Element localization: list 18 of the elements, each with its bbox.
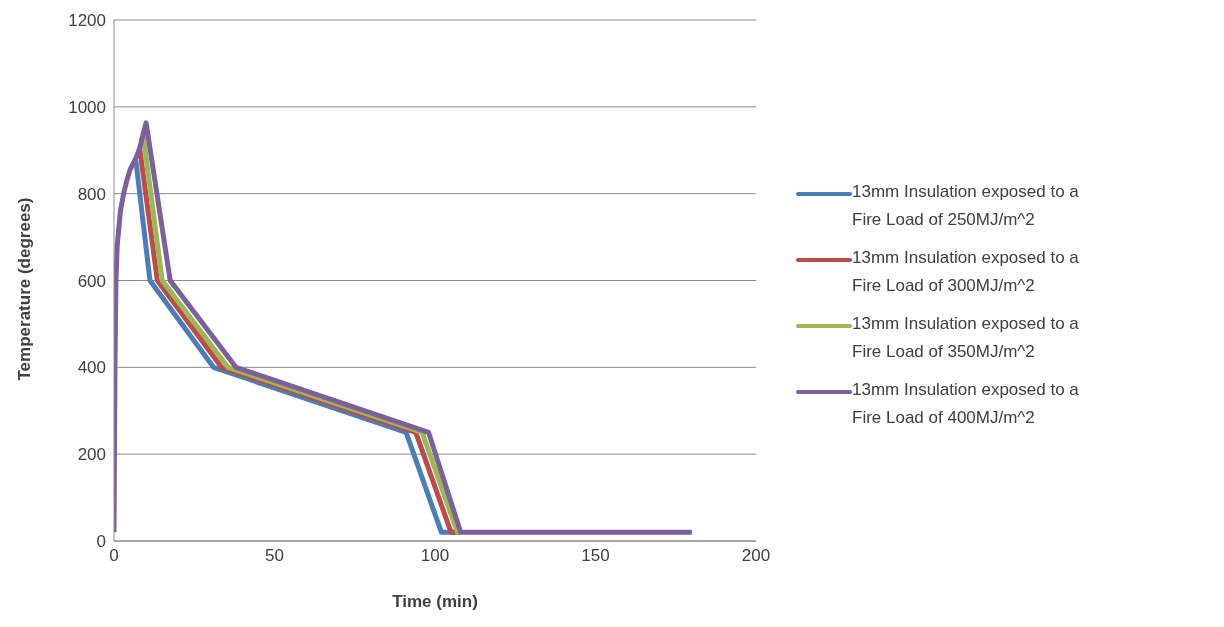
y-tick-label: 200 xyxy=(77,445,106,465)
legend-label: 13mm Insulation exposed to a Fire Load of 250MJ/m^2 xyxy=(852,180,1080,231)
y-tick-label: 400 xyxy=(77,358,106,378)
y-tick-label: 800 xyxy=(77,184,106,204)
x-axis-title: Time (min) xyxy=(392,592,478,611)
y-tick-label: 1200 xyxy=(68,11,106,31)
y-tick-label: 1000 xyxy=(68,97,106,117)
x-tick-label: 0 xyxy=(109,546,119,566)
x-tick-label: 50 xyxy=(265,546,284,566)
legend-label: 13mm Insulation exposed to a Fire Load of 350MJ/m^2 xyxy=(852,312,1080,363)
y-tick-label: 600 xyxy=(77,271,106,291)
x-tick-label: 150 xyxy=(581,546,610,566)
legend-label: 13mm Insulation exposed to a Fire Load of 300MJ/m^2 xyxy=(852,246,1080,297)
x-tick-label: 200 xyxy=(741,546,771,566)
legend-label: 13mm Insulation exposed to a Fire Load of 400MJ/m^2 xyxy=(852,378,1080,429)
y-tick-label: 0 xyxy=(96,532,106,552)
y-axis-title: Temperature (degrees) xyxy=(15,197,35,381)
x-tick-label: 100 xyxy=(420,546,450,566)
